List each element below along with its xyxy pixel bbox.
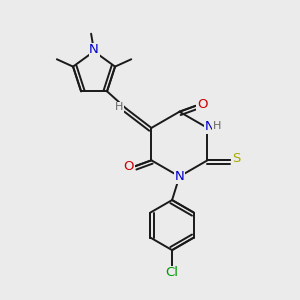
Text: N: N	[205, 120, 215, 133]
Text: O: O	[124, 160, 134, 173]
Text: O: O	[197, 98, 207, 111]
Text: S: S	[232, 152, 240, 165]
Text: N: N	[89, 44, 99, 56]
Text: H: H	[115, 102, 123, 112]
Text: N: N	[175, 170, 184, 183]
Text: H: H	[213, 122, 221, 131]
Text: Cl: Cl	[166, 266, 178, 279]
